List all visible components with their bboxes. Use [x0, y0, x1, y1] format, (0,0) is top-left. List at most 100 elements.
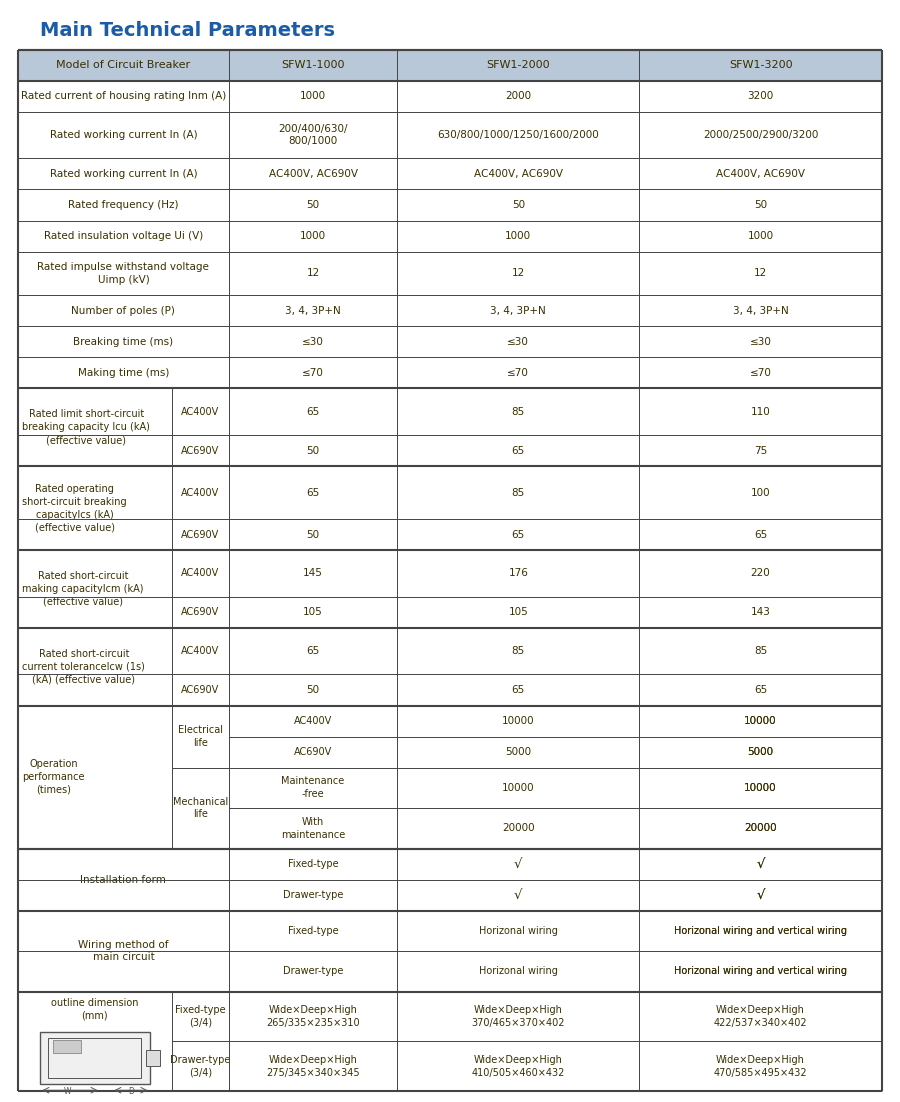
- Bar: [18, 159, 882, 190]
- Bar: [18, 849, 882, 910]
- Text: Number of poles (P): Number of poles (P): [71, 305, 176, 315]
- Text: 20000: 20000: [744, 823, 777, 833]
- Text: 65: 65: [511, 530, 525, 540]
- Text: 1000: 1000: [300, 231, 326, 241]
- Text: Rated working current In (A): Rated working current In (A): [50, 169, 197, 179]
- Bar: [18, 111, 882, 159]
- Text: 1000: 1000: [505, 231, 531, 241]
- Bar: [49, 1038, 141, 1078]
- Text: Maintenance
-free: Maintenance -free: [282, 777, 345, 799]
- Text: Operation
performance
(times): Operation performance (times): [22, 759, 85, 795]
- Text: 85: 85: [511, 487, 525, 498]
- Text: With
maintenance: With maintenance: [281, 817, 346, 840]
- Text: ≤30: ≤30: [508, 337, 529, 347]
- Text: ≤30: ≤30: [302, 337, 324, 347]
- Text: Drawer-type: Drawer-type: [283, 966, 343, 976]
- Text: 50: 50: [512, 201, 525, 210]
- Text: 1000: 1000: [300, 91, 326, 101]
- Text: 105: 105: [508, 607, 528, 617]
- Text: Wide×Deep×High
470/585×495×432: Wide×Deep×High 470/585×495×432: [714, 1055, 807, 1078]
- Text: AC690V: AC690V: [181, 530, 220, 540]
- Text: 105: 105: [303, 607, 323, 617]
- Text: 3, 4, 3P+N: 3, 4, 3P+N: [733, 305, 788, 315]
- Text: 630/800/1000/1250/1600/2000: 630/800/1000/1250/1600/2000: [437, 130, 599, 140]
- Text: 65: 65: [306, 646, 319, 656]
- Text: Rated working current In (A): Rated working current In (A): [50, 130, 197, 140]
- Text: 10000: 10000: [744, 716, 777, 726]
- Text: AC690V: AC690V: [294, 747, 332, 757]
- Text: 3200: 3200: [748, 91, 774, 101]
- Text: 5000: 5000: [748, 747, 774, 757]
- Text: 85: 85: [511, 407, 525, 417]
- Bar: [18, 388, 882, 466]
- Text: Wiring method of
main circuit: Wiring method of main circuit: [78, 940, 168, 962]
- Text: 2000: 2000: [505, 91, 531, 101]
- Bar: [18, 190, 882, 220]
- Text: Horizonal wiring and vertical wiring: Horizonal wiring and vertical wiring: [674, 966, 847, 976]
- Text: Mechanical
life: Mechanical life: [173, 797, 228, 820]
- Text: Drawer-type
(3/4): Drawer-type (3/4): [170, 1055, 230, 1078]
- Bar: [18, 628, 882, 705]
- Text: 10000: 10000: [744, 782, 777, 792]
- Text: 85: 85: [511, 646, 525, 656]
- Bar: [147, 1050, 159, 1066]
- Text: Horizonal wiring: Horizonal wiring: [479, 926, 558, 936]
- Text: Fixed-type: Fixed-type: [288, 860, 338, 869]
- Text: 50: 50: [307, 685, 320, 695]
- Text: AC400V: AC400V: [294, 716, 332, 726]
- Text: Horizonal wiring and vertical wiring: Horizonal wiring and vertical wiring: [674, 966, 847, 976]
- Text: Rated frequency (Hz): Rated frequency (Hz): [68, 201, 179, 210]
- Bar: [18, 357, 882, 388]
- Text: √: √: [756, 888, 765, 901]
- Text: SFW1-3200: SFW1-3200: [729, 61, 792, 71]
- Text: 220: 220: [751, 569, 770, 579]
- Bar: [18, 466, 882, 550]
- Text: Rated operating
short-circuit breaking
capacityIcs (kA)
(effective value): Rated operating short-circuit breaking c…: [22, 484, 127, 532]
- Text: 12: 12: [306, 269, 319, 279]
- Text: outline dimension
(mm): outline dimension (mm): [51, 997, 139, 1020]
- Bar: [18, 326, 882, 357]
- Text: 10000: 10000: [744, 716, 777, 726]
- Text: ≤70: ≤70: [302, 368, 324, 378]
- Text: Installation form: Installation form: [80, 875, 166, 885]
- Text: Horizonal wiring: Horizonal wiring: [479, 966, 558, 976]
- Bar: [18, 251, 882, 295]
- Bar: [18, 50, 882, 80]
- Text: Rated short-circuit
current toleranceIcw (1s)
(kA) (effective value): Rated short-circuit current toleranceIcw…: [22, 649, 146, 684]
- Text: Rated limit short-circuit
breaking capacity Icu (kA)
(effective value): Rated limit short-circuit breaking capac…: [22, 410, 150, 445]
- Text: 50: 50: [754, 201, 767, 210]
- Text: √: √: [756, 857, 765, 871]
- Text: √: √: [514, 888, 523, 901]
- Bar: [18, 705, 882, 849]
- Text: W: W: [64, 1088, 71, 1096]
- Text: Rated impulse withstand voltage
Uimp (kV): Rated impulse withstand voltage Uimp (kV…: [38, 262, 210, 284]
- Bar: [18, 80, 882, 111]
- Text: 65: 65: [754, 530, 767, 540]
- Text: Rated current of housing rating Inm (A): Rated current of housing rating Inm (A): [21, 91, 226, 101]
- Text: 100: 100: [751, 487, 770, 498]
- Text: 5000: 5000: [748, 747, 774, 757]
- Bar: [18, 550, 882, 628]
- Text: 20000: 20000: [502, 823, 535, 833]
- Text: ≤70: ≤70: [508, 368, 529, 378]
- Text: Wide×Deep×High
410/505×460×432: Wide×Deep×High 410/505×460×432: [472, 1055, 565, 1078]
- Text: AC400V, AC690V: AC400V, AC690V: [716, 169, 806, 179]
- Text: 3, 4, 3P+N: 3, 4, 3P+N: [285, 305, 341, 315]
- Text: Wide×Deep×High
275/345×340×345: Wide×Deep×High 275/345×340×345: [266, 1055, 360, 1078]
- Text: Horizonal wiring and vertical wiring: Horizonal wiring and vertical wiring: [674, 926, 847, 936]
- Text: Drawer-type: Drawer-type: [283, 890, 343, 900]
- Text: Making time (ms): Making time (ms): [77, 368, 169, 378]
- Text: Electrical
life: Electrical life: [178, 725, 223, 748]
- Text: AC400V, AC690V: AC400V, AC690V: [268, 169, 357, 179]
- Bar: [53, 1040, 80, 1054]
- Bar: [18, 295, 882, 326]
- Text: Wide×Deep×High
265/335×235×310: Wide×Deep×High 265/335×235×310: [266, 1005, 360, 1028]
- Text: ≤70: ≤70: [750, 368, 771, 378]
- Text: 2000/2500/2900/3200: 2000/2500/2900/3200: [703, 130, 818, 140]
- Text: √: √: [514, 857, 523, 871]
- Text: SFW1-2000: SFW1-2000: [486, 61, 550, 71]
- Text: 65: 65: [306, 487, 319, 498]
- Text: 65: 65: [754, 685, 767, 695]
- Text: 3, 4, 3P+N: 3, 4, 3P+N: [491, 305, 546, 315]
- Text: Wide×Deep×High
370/465×370×402: Wide×Deep×High 370/465×370×402: [472, 1005, 565, 1028]
